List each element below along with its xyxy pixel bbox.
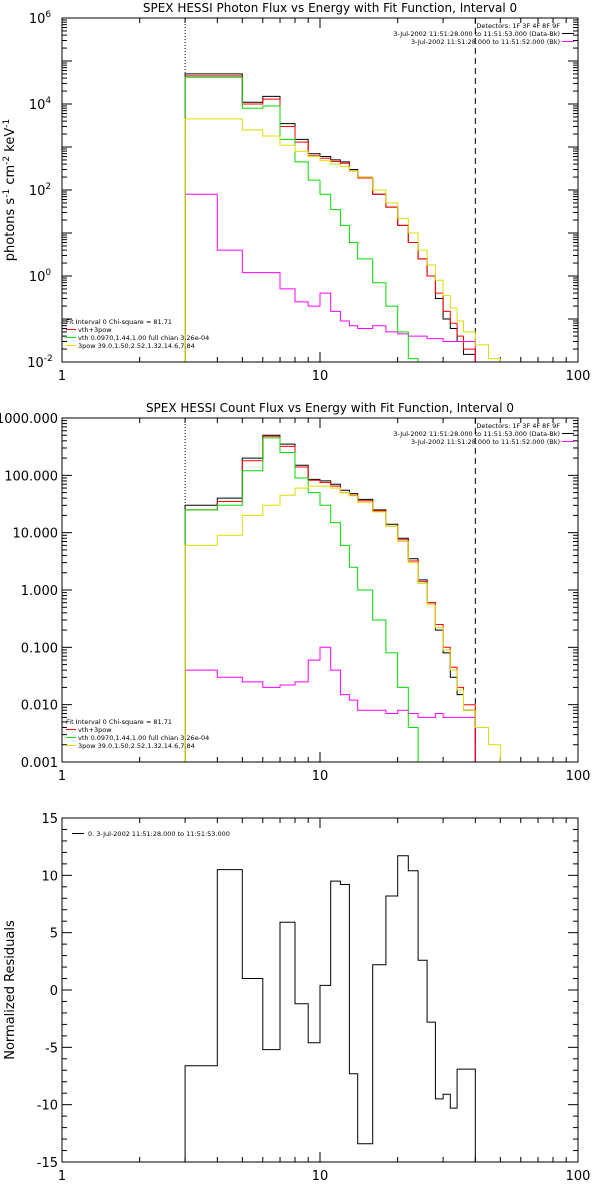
legend-entry: vth 0.0970,1.44,1.00 full chian 3.26e-04 [78,734,209,742]
plot-frame [61,417,579,763]
y-tick-label: 100 [29,268,52,285]
y-tick-label: 102 [29,182,51,199]
x-tick-label: 100 [566,1169,591,1184]
legend-top-right: Detectors: 1F 3F 4F 8F 9F3-Jul-2002 11:5… [393,22,574,46]
y-tick-label: -5 [45,1041,58,1056]
legend-bottom-left: Fit Interval 0 Chi-square = 81.71vth+3po… [66,318,209,350]
legend-entry: vth+3pow [78,326,112,334]
x-tick-label: 10 [312,769,329,784]
series-group [184,434,521,763]
legend-entry: vth+3pow [78,726,112,734]
legend-top-right: Detectors: 1F 3F 4F 8F 9F3-Jul-2002 11:5… [393,422,574,446]
legend-entry: 3pow 39.0,1.50,2.52,1.32,14.6,7.84 [78,342,195,350]
axis-ticks: 1 10 100 10-2 100 102 104 106 [27,10,590,384]
series-bk [184,646,476,762]
legend-entry: 3-Jul-2002 11:51:28.000 to 11:51:53.000 … [393,30,560,38]
legend-entry: vth 0.0970,1.44,1.00 full chian 3.26e-04 [78,334,209,342]
x-tick-label: 1 [58,1169,66,1184]
series-data-bk [184,434,476,762]
legend-entry: 3-Jul-2002 11:51:28.000 to 11:51:52.000 … [411,38,560,46]
y-tick-label: 106 [29,10,52,27]
y-tick-label: 104 [29,96,52,113]
x-tick-label: 10 [312,1169,329,1184]
plot-frame [61,817,579,1163]
y-tick-label: 1000.000 [0,412,58,427]
y-tick-label: 0.100 [21,641,58,656]
axis-ticks: 1 10 100 -15 -10 -5 0 5 10 15 [37,812,591,1184]
legend-top-left: 0. 3-Jul-2002 11:51:28.000 to 11:51:53.0… [72,830,230,838]
x-tick-label: 1 [58,769,66,784]
legend-entry: 3-Jul-2002 11:51:28.000 to 11:51:53.000 … [393,430,560,438]
legend-entry: Fit Interval 0 Chi-square = 81.71 [66,318,172,326]
residuals-panel: Normalized Residuals 1 10 100-15-10-505101… [3,812,590,1184]
y-tick-label: 0 [50,984,58,999]
chart-title: SPEX HESSI Count Flux vs Energy with Fit… [146,401,514,415]
y-tick-label: 0.001 [21,756,58,771]
x-tick-label: 10 [312,369,329,384]
legend-entry: 0. 3-Jul-2002 11:51:28.000 to 11:51:53.0… [88,830,230,838]
y-axis-label: photons s-1 cm-2 keV-1 [2,119,18,261]
legend-entry: Detectors: 1F 3F 4F 8F 9F [476,22,560,30]
y-tick-label: 0.010 [21,699,58,714]
y-tick-label: -15 [37,1156,58,1171]
series-data-bk [184,73,476,362]
series-bk [184,193,476,362]
series-3pow [184,485,521,763]
plot-frame [61,17,579,363]
legend-entry: 3pow 39.0,1.50,2.52,1.32,14.6,7.84 [78,742,195,750]
y-tick-label: -10 [37,1099,58,1114]
series-group [184,855,476,1162]
y-tick-label: 15 [41,812,58,827]
axis-ticks: 1 10 100 0.001 0.010 0.100 1.000 10.000 100.000 1… [0,412,590,784]
series-0 [184,855,476,1162]
legend-entry: Fit Interval 0 Chi-square = 81.71 [66,718,172,726]
x-tick-label: 1 [58,369,66,384]
marker-lines [184,418,476,762]
y-tick-label: 5 [50,927,58,942]
series-vth-3pow [184,435,476,762]
y-tick-label: 10-2 [27,354,53,371]
legend-bottom-left: Fit Interval 0 Chi-square = 81.71vth+3po… [66,718,209,750]
series-group [184,73,521,363]
x-tick-label: 100 [566,769,591,784]
y-tick-label: 1.000 [21,584,58,599]
legend-entry: 3-Jul-2002 11:51:28.000 to 11:51:52.000 … [411,438,560,446]
chart-title: SPEX HESSI Photon Flux vs Energy with Fi… [143,1,517,15]
series-vth [184,76,476,363]
x-tick-label: 100 [566,369,591,384]
series-3pow [184,118,521,363]
legend-entry: Detectors: 1F 3F 4F 8F 9F [476,422,560,430]
y-tick-label: 100.000 [4,469,58,484]
y-tick-label: 10.000 [13,527,59,542]
photon-flux-panel: SPEX HESSI Photon Flux vs Energy with Fi… [2,1,590,384]
y-tick-label: 10 [41,869,58,884]
y-axis-label: Normalized Residuals [3,920,18,1060]
count-flux-panel: SPEX HESSI Count Flux vs Energy with Fit… [0,401,590,784]
